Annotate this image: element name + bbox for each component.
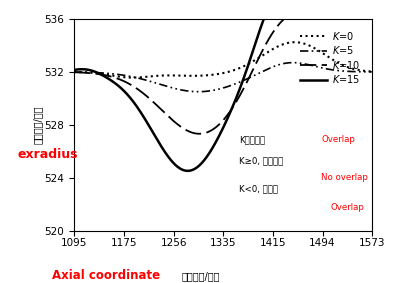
Text: K<0, 为重叠: K<0, 为重叠 [239,184,278,193]
Text: No overlap: No overlap [321,173,368,183]
Text: K≥0, 为不重叠: K≥0, 为不重叠 [239,156,284,166]
Text: 轴向坐标/厘米: 轴向坐标/厘米 [182,272,220,282]
Text: Overlap: Overlap [321,135,355,144]
Y-axis label: 外圆半径/厘米: 外圆半径/厘米 [33,106,43,144]
Text: K为重叠量: K为重叠量 [239,135,265,144]
Text: exradius: exradius [17,148,78,161]
Text: Axial coordinate: Axial coordinate [52,269,160,282]
Legend: $K$=0, $K$=5, $K$=10, $K$=15: $K$=0, $K$=5, $K$=10, $K$=15 [296,26,364,89]
Text: Overlap: Overlap [330,203,364,212]
